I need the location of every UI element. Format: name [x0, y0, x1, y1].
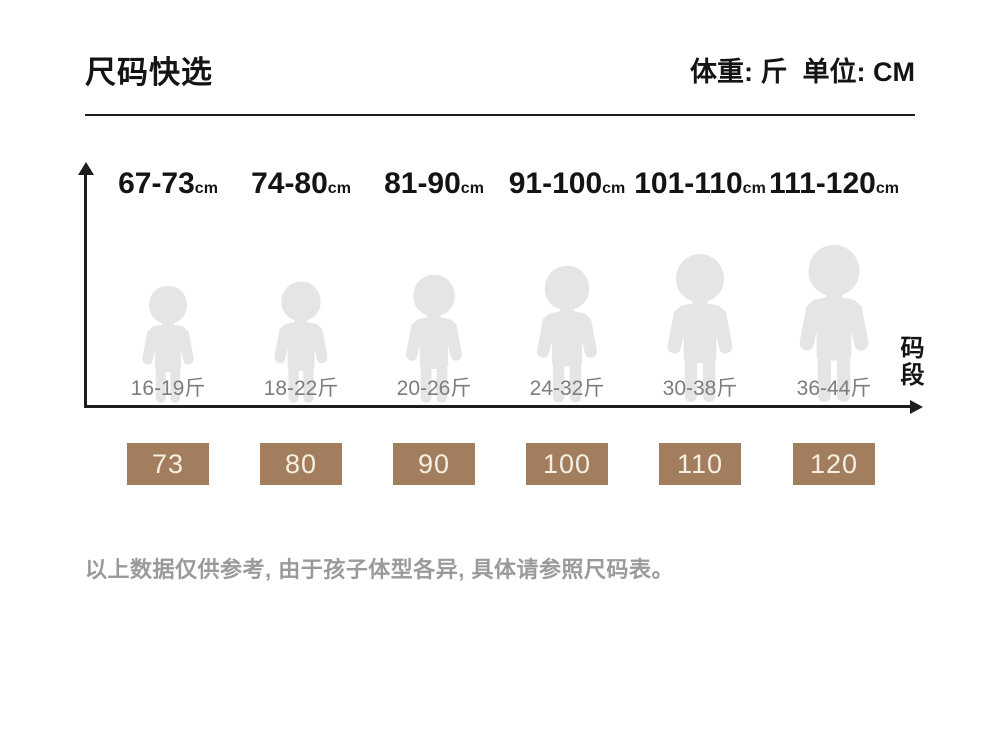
height-unit: cm	[875, 180, 899, 197]
height-unit: cm	[460, 180, 484, 197]
height-range-value: 111-120	[769, 167, 876, 200]
unit-note: 体重: 斤 单位: CM	[690, 57, 915, 87]
height-range-label: 81-90cm	[384, 167, 484, 201]
height-range-value: 81-90	[384, 167, 461, 200]
y-axis-arrow-icon	[78, 162, 94, 175]
size-code-box: 110	[659, 443, 741, 485]
size-code-box: 100	[526, 443, 608, 485]
height-range-label: 74-80cm	[251, 167, 351, 201]
x-axis-label: 码段	[896, 335, 923, 389]
height-unit: cm	[602, 180, 626, 197]
height-range-label: 91-100cm	[509, 167, 626, 201]
y-axis-line	[84, 174, 87, 407]
height-range-value: 67-73	[118, 167, 195, 200]
size-code-box: 90	[393, 443, 475, 485]
x-axis-line	[84, 405, 912, 408]
height-range-label: 67-73cm	[118, 167, 218, 201]
weight-range-label: 30-38斤	[662, 377, 738, 400]
height-range-label: 101-110cm	[634, 167, 766, 201]
weight-range-label: 36-44斤	[796, 377, 872, 400]
weight-range-label: 20-26斤	[396, 377, 472, 400]
page-title: 尺码快选	[85, 55, 213, 90]
size-code-box: 73	[127, 443, 209, 485]
size-code-box: 80	[260, 443, 342, 485]
height-range-value: 91-100	[508, 167, 603, 200]
size-code-box: 120	[793, 443, 875, 485]
height-range-value: 74-80	[251, 167, 328, 200]
disclaimer-footnote: 以上数据仅供参考, 由于孩子体型各异, 具体请参照尺码表。	[85, 557, 674, 582]
weight-range-label: 18-22斤	[263, 377, 339, 400]
weight-range-label: 16-19斤	[130, 377, 206, 400]
height-range-value: 101-110	[634, 167, 743, 200]
header-divider	[85, 114, 915, 116]
height-unit: cm	[327, 180, 351, 197]
height-range-label: 111-120cm	[769, 167, 899, 201]
height-unit: cm	[194, 180, 218, 197]
height-unit: cm	[742, 180, 766, 197]
weight-range-label: 24-32斤	[529, 377, 605, 400]
x-axis-arrow-icon	[910, 400, 923, 414]
